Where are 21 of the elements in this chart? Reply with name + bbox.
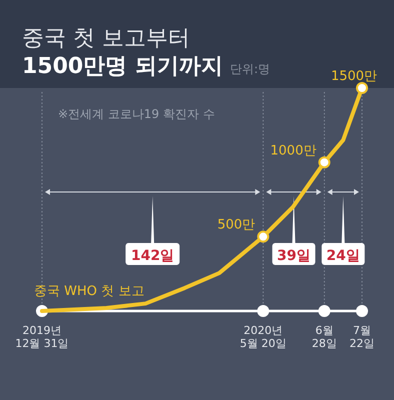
annotation: 39일	[277, 248, 311, 264]
data-label: 500만	[217, 218, 256, 233]
annotation: ※전세계 코로나19 확진자 수	[58, 107, 215, 121]
data-label: 1000만	[270, 143, 316, 158]
point	[318, 305, 330, 317]
annotation: 142일	[130, 248, 174, 264]
data-label: 1500만	[330, 69, 378, 84]
x-tick-label: 7월 22일	[350, 324, 374, 350]
x-tick-label: 6월 28일	[312, 324, 337, 350]
x-tick-label: 2020년 5월 20일	[240, 324, 286, 350]
point	[356, 305, 368, 317]
x-tick-label: 2019년 12월 31일	[15, 324, 69, 350]
point	[318, 156, 330, 168]
y-axis-title: 단위:명	[230, 62, 270, 76]
chart-title: 중국 첫 보고부터	[22, 26, 190, 51]
annotation: 중국 WHO 첫 보고	[34, 284, 144, 299]
chart-subtitle: 1500만명 되기까지	[22, 54, 223, 79]
point	[257, 230, 270, 243]
point	[257, 305, 270, 317]
annotation: 24일	[326, 248, 360, 264]
point	[356, 82, 368, 94]
